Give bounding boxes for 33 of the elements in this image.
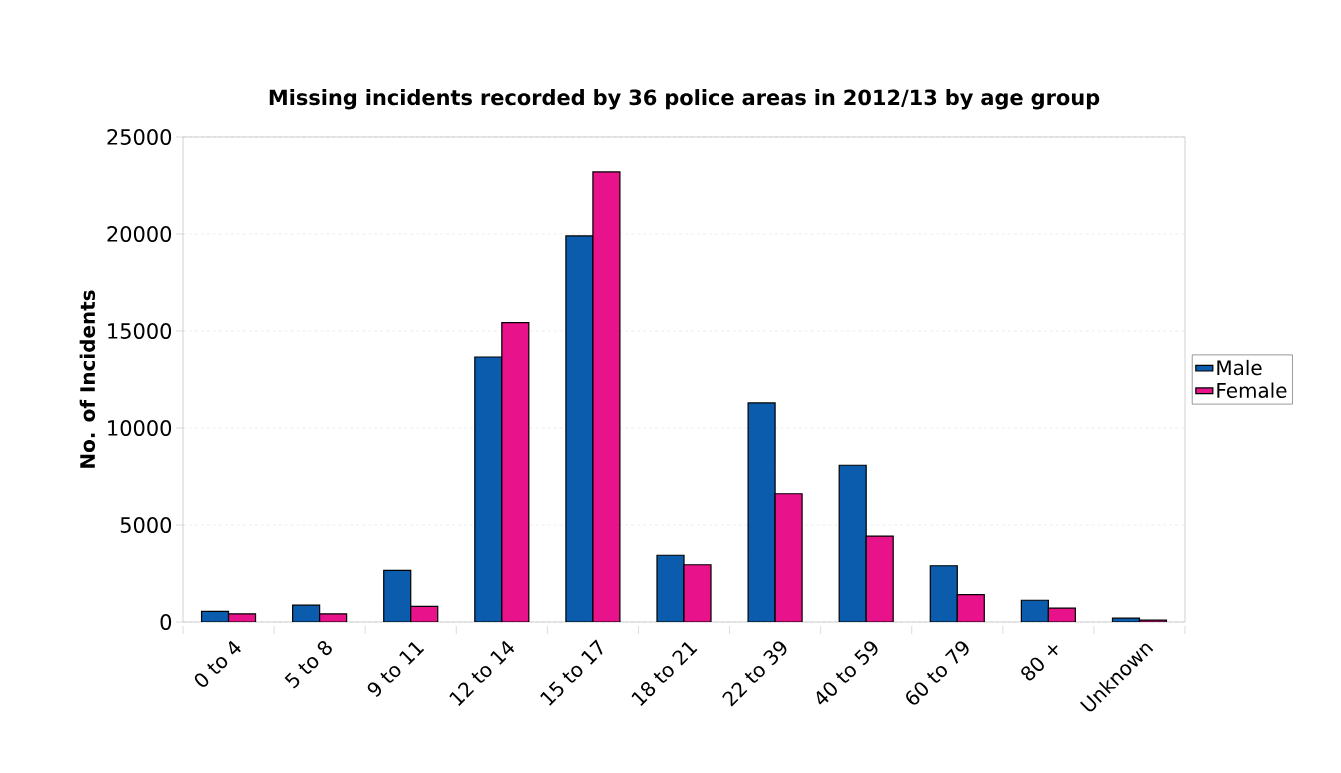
y-tick-label: 25000: [107, 129, 172, 145]
x-tick-label: 22 to 39: [722, 641, 787, 707]
bar: [657, 555, 684, 622]
bar: [930, 565, 958, 622]
y-axis-title: No. of Incidents: [79, 290, 96, 468]
legend-label: Male: [1217, 359, 1262, 376]
y-tick-label: 0: [160, 614, 172, 630]
bar: [501, 322, 529, 622]
bar: [748, 402, 776, 622]
bar: [565, 235, 593, 622]
y-tick-label: 10000: [108, 420, 172, 436]
x-tick-label: 60 to 79: [906, 641, 969, 705]
bar: [775, 493, 803, 622]
x-tick-label: 18 to 21: [631, 642, 698, 706]
y-tick-label: 20000: [107, 226, 172, 242]
bar: [957, 594, 985, 622]
x-tick-label: 40 to 59: [816, 641, 878, 705]
x-tick-label: 15 to 17: [540, 639, 603, 706]
bar: [839, 465, 867, 622]
x-tick-label: 9 to 11: [367, 642, 425, 697]
x-tick-label: 12 to 14: [449, 640, 515, 706]
legend-label: Female: [1217, 382, 1287, 398]
bar: [592, 171, 620, 622]
y-tick-label: 15000: [108, 323, 172, 339]
chart-title: Missing incidents recorded by 36 police areas in 2012/13 by age group: [269, 89, 1100, 110]
bar: [684, 564, 712, 622]
bar: [474, 356, 502, 622]
x-tick-label: 0 to 4: [194, 640, 241, 687]
y-tick-label: 5000: [120, 517, 172, 533]
x-tick-label: 5 to 8: [284, 641, 332, 689]
bar: [866, 536, 894, 622]
x-tick-label: 80 +: [1021, 645, 1058, 681]
bar: [383, 570, 411, 622]
